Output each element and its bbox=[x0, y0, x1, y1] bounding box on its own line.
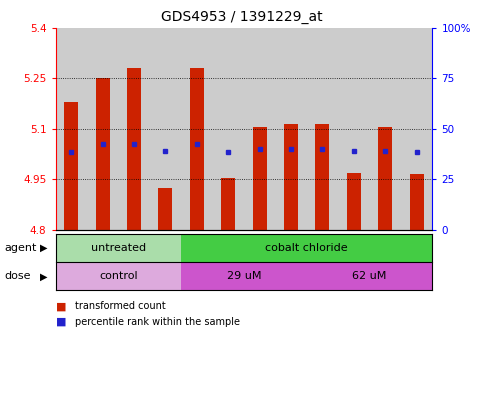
Bar bbox=[347, 173, 361, 230]
Bar bbox=[87, 28, 118, 230]
Bar bbox=[307, 28, 338, 230]
Bar bbox=[181, 28, 213, 230]
Bar bbox=[190, 68, 204, 230]
Bar bbox=[118, 28, 150, 230]
Bar bbox=[221, 178, 235, 230]
Bar bbox=[338, 28, 369, 230]
Text: ▶: ▶ bbox=[40, 271, 47, 281]
Text: cobalt chloride: cobalt chloride bbox=[265, 243, 348, 253]
Text: dose: dose bbox=[5, 271, 31, 281]
Text: transformed count: transformed count bbox=[75, 301, 166, 311]
Bar bbox=[56, 28, 87, 230]
Text: GDS4953 / 1391229_at: GDS4953 / 1391229_at bbox=[161, 10, 322, 24]
Text: control: control bbox=[99, 271, 138, 281]
Bar bbox=[253, 127, 267, 230]
Bar bbox=[64, 102, 78, 230]
Bar bbox=[284, 124, 298, 230]
Text: percentile rank within the sample: percentile rank within the sample bbox=[75, 317, 240, 327]
Text: untreated: untreated bbox=[91, 243, 146, 253]
Text: ■: ■ bbox=[56, 301, 66, 311]
Bar bbox=[275, 28, 307, 230]
Bar bbox=[150, 28, 181, 230]
Text: ▶: ▶ bbox=[40, 243, 47, 253]
Bar bbox=[244, 28, 275, 230]
Bar bbox=[96, 78, 110, 230]
Text: 62 uM: 62 uM bbox=[352, 271, 387, 281]
Bar bbox=[158, 188, 172, 230]
Bar bbox=[213, 28, 244, 230]
Bar bbox=[315, 124, 329, 230]
Bar bbox=[410, 174, 424, 230]
Text: ■: ■ bbox=[56, 317, 66, 327]
Text: 29 uM: 29 uM bbox=[227, 271, 261, 281]
Bar bbox=[127, 68, 141, 230]
Text: agent: agent bbox=[5, 243, 37, 253]
Bar bbox=[378, 127, 392, 230]
Bar bbox=[369, 28, 401, 230]
Bar bbox=[401, 28, 432, 230]
